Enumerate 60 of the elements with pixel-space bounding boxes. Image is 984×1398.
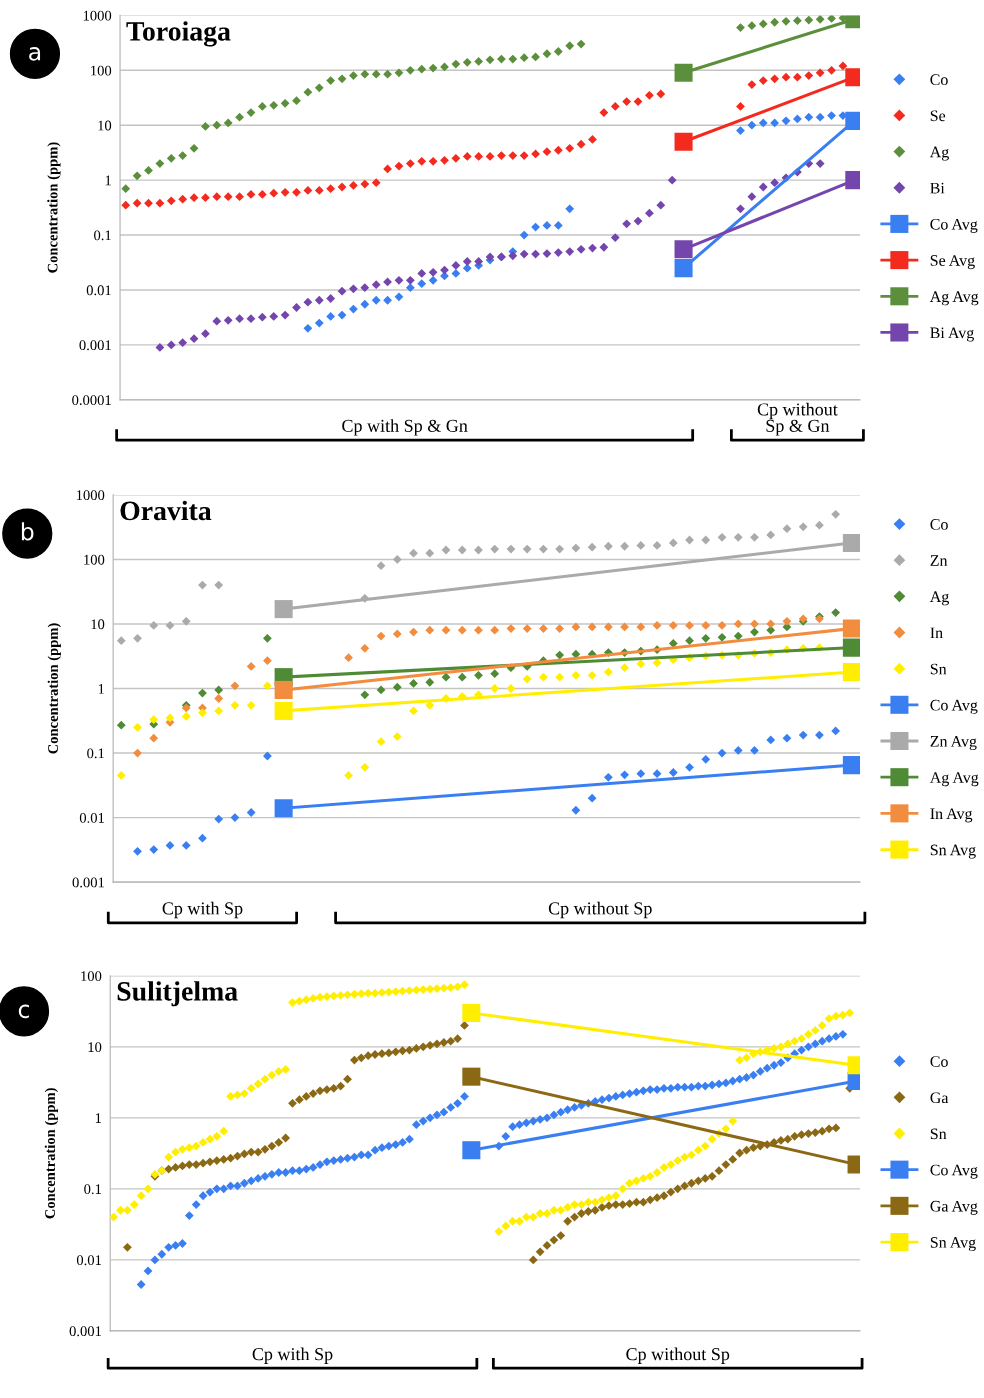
legend-label: Co <box>930 1056 948 1067</box>
text: Cp with Sp <box>252 1347 333 1364</box>
legend-label: Co Avg <box>930 218 978 233</box>
legend-label: Bi Avg <box>930 327 974 342</box>
legend-label: Ag <box>929 591 949 606</box>
legend-label: Co <box>930 74 948 86</box>
y-tick-label: 100 <box>81 971 102 982</box>
legend-label: Se <box>930 110 946 122</box>
y-tick-label: 0.001 <box>79 340 111 351</box>
text: a <box>29 47 41 61</box>
legend-label: Sn Avg <box>930 844 976 859</box>
legend-label: Ag <box>929 146 949 161</box>
text: Cp without Sp <box>626 1347 730 1364</box>
text: b <box>21 522 34 541</box>
y-tick-label: 100 <box>84 554 105 565</box>
text: Cp with Sp <box>162 901 243 919</box>
chart-title: Sulitjelma <box>117 981 238 1007</box>
legend-label: Co Avg <box>930 699 978 714</box>
y-tick-label: 0.01 <box>79 812 104 823</box>
chart-title: Oravita <box>120 500 212 521</box>
y-axis-title: Concentration (ppm) <box>47 142 61 273</box>
legend-label: Sn <box>930 663 947 675</box>
legend-label: Ga Avg <box>930 1200 978 1215</box>
text: c <box>18 1004 30 1019</box>
legend-label: In <box>930 627 943 639</box>
y-tick-label: 0.01 <box>86 285 111 296</box>
legend-label: Zn Avg <box>930 736 977 751</box>
legend-label: Co <box>930 519 948 530</box>
y-tick-label: 0.01 <box>76 1255 101 1266</box>
y-axis-title: Concentration (ppm) <box>44 1088 58 1219</box>
y-tick-label: 0.0001 <box>72 395 111 406</box>
text: Cp without Sp <box>548 901 652 919</box>
y-axis-title: Concentration (ppm) <box>47 623 61 754</box>
y-tick-label: 10 <box>98 120 112 131</box>
y-tick-label: 1000 <box>76 490 105 501</box>
y-tick-label: 1 <box>95 1113 101 1123</box>
legend-label: In Avg <box>930 808 973 823</box>
y-tick-label: 0.1 <box>87 748 104 759</box>
y-tick-label: 1 <box>105 175 111 186</box>
legend-label: Sn <box>930 1128 947 1140</box>
chart-title: Toroiaga <box>126 21 231 47</box>
legend-label: Bi <box>930 182 945 194</box>
legend-label: Se Avg <box>930 255 975 270</box>
y-tick-label: 10 <box>91 619 105 630</box>
y-tick-label: 1000 <box>83 10 112 21</box>
y-tick-label: 0.001 <box>69 1326 101 1337</box>
y-tick-label: 0.001 <box>72 877 104 888</box>
text: Cp without Sp & Gn <box>757 402 838 436</box>
legend-label: Zn <box>930 555 948 566</box>
y-tick-label: 10 <box>88 1042 102 1053</box>
legend-label: Sn Avg <box>930 1237 976 1252</box>
legend-label: Ag Avg <box>929 291 979 306</box>
y-tick-label: 0.1 <box>94 230 111 241</box>
legend-label: Co Avg <box>930 1164 978 1179</box>
y-tick-label: 0.1 <box>84 1184 101 1195</box>
legend-label: Ag Avg <box>929 772 979 787</box>
y-tick-label: 1 <box>98 683 104 694</box>
text: Cp with Sp & Gn <box>342 419 468 436</box>
y-tick-label: 100 <box>91 65 112 76</box>
legend-label: Ga <box>930 1092 949 1104</box>
